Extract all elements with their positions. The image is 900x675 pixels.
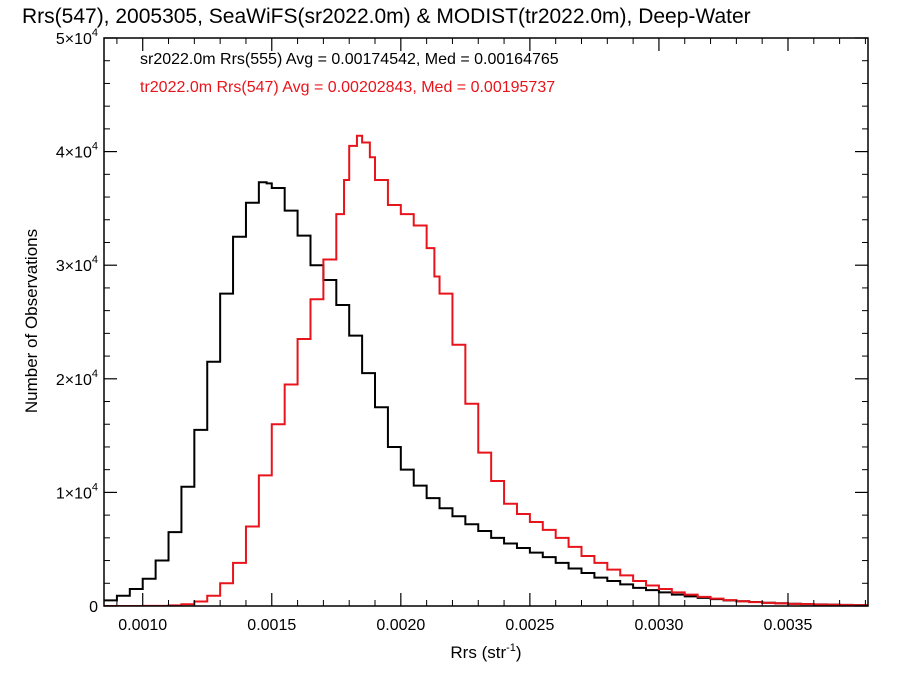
x-axis-label: Rrs (str-1): [450, 642, 521, 662]
x-tick-label: 0.0015: [247, 617, 296, 634]
chart-title: Rrs(547), 2005305, SeaWiFS(sr2022.0m) & …: [22, 5, 751, 28]
plot-frame: [103, 37, 869, 607]
y-tick-label: 0: [89, 599, 98, 616]
y-tick-label: 5×104: [56, 27, 98, 48]
legend: sr2022.0m Rrs(555) Avg = 0.00174542, Med…: [140, 51, 559, 96]
legend-entry-2: tr2022.0m Rrs(547) Avg = 0.00202843, Med…: [140, 79, 555, 96]
y-tick-label: 1×104: [56, 481, 98, 502]
x-tick-label: 0.0035: [764, 617, 813, 634]
x-axis-label-end: ): [516, 643, 522, 662]
x-axis-label-superscript: -1: [506, 642, 516, 654]
x-tick-label: 0.0025: [505, 617, 554, 634]
y-tick-label: 3×104: [56, 254, 98, 275]
x-tick-label: 0.0020: [376, 617, 425, 634]
x-tick-label: 0.0010: [118, 617, 167, 634]
y-tick-label: 4×104: [56, 141, 98, 162]
x-tick-label: 0.0030: [634, 617, 683, 634]
x-axis-label-main: Rrs (str: [450, 643, 506, 662]
y-axis-label: Number of Observations: [22, 229, 41, 413]
legend-entry-1: sr2022.0m Rrs(555) Avg = 0.00174542, Med…: [140, 51, 559, 68]
ticks-layer: 0.0010 0.0015 0.0020 0.0025 0.0030 0.0035 0 1×1…: [56, 27, 868, 634]
y-tick-label: 2×104: [56, 368, 98, 389]
